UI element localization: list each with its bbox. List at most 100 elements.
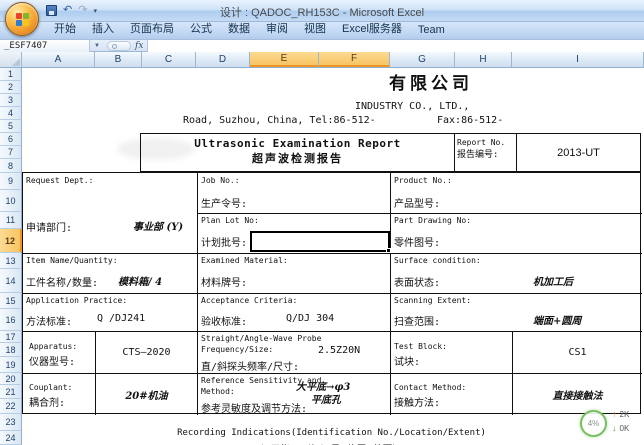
row-header-19[interactable]: 19 <box>0 357 22 373</box>
active-cell-selection[interactable] <box>250 231 391 253</box>
row-header-13[interactable]: 13 <box>0 253 22 269</box>
tab-view[interactable]: 视图 <box>304 23 326 35</box>
product-no-label-cn: 产品型号: <box>394 199 441 210</box>
contact-method-label-en: Contact Method: <box>394 383 467 392</box>
row-header-17[interactable]: 17 <box>0 331 22 343</box>
field-application-practice[interactable]: Application Practice: 方法标准: Q /DJ241 <box>23 294 198 332</box>
column-header-i[interactable]: I <box>512 52 644 67</box>
row-header-1[interactable]: 1 <box>0 68 22 81</box>
insert-function-button[interactable] <box>107 40 131 51</box>
field-couplant-label[interactable]: Couplant: 耦合剂: <box>23 374 96 415</box>
tab-excel-server[interactable]: Excel服务器 <box>342 23 402 35</box>
column-header-b[interactable]: B <box>95 52 142 67</box>
tab-data[interactable]: 数据 <box>228 23 250 35</box>
row-header-22[interactable]: 22 <box>0 399 22 414</box>
column-header-c[interactable]: C <box>142 52 196 67</box>
probe-label-cn: 直/斜探头频率/尺寸: <box>201 362 300 373</box>
row-header-9[interactable]: 9 <box>0 173 22 190</box>
report-no-value-cell[interactable]: 2013-UT <box>517 134 640 171</box>
field-product-no[interactable]: Product No.: 产品型号: <box>391 173 642 214</box>
office-button[interactable] <box>5 2 39 36</box>
row-header-5[interactable]: 5 <box>0 120 22 133</box>
row-header-2[interactable]: 2 <box>0 81 22 94</box>
column-header-f[interactable]: F <box>319 52 390 67</box>
field-couplant-value[interactable]: 20#机油 <box>96 374 198 415</box>
net-speed-percent-badge[interactable]: 4% <box>580 410 607 437</box>
field-probe[interactable]: Straight/Angle-Wave Probe Frequency/Size… <box>198 332 391 374</box>
save-icon[interactable] <box>46 5 57 16</box>
window-title: 设计 : QADOC_RH153C - Microsoft Excel <box>219 7 425 19</box>
name-box[interactable]: _ESF7407 <box>0 39 90 52</box>
field-plan-lot-no[interactable]: Plan Lot No: 计划批号: <box>198 214 391 254</box>
field-job-no[interactable]: Job No.: 生产令号: <box>198 173 391 214</box>
field-scanning-extent[interactable]: Scanning Extent: 扫查范围: 端面+圆周 <box>391 294 642 332</box>
examined-material-label-cn: 材料牌号: <box>201 278 248 289</box>
name-box-dropdown-icon[interactable]: ▼ <box>94 42 100 49</box>
row-header-8[interactable]: 8 <box>0 159 22 173</box>
report-title-en: Ultrasonic Examination Report <box>194 137 401 150</box>
report-title-cell[interactable]: Ultrasonic Examination Report 超声波检测报告 <box>141 134 455 171</box>
row-header-4[interactable]: 4 <box>0 107 22 120</box>
row-header-24[interactable]: 24 <box>0 431 22 445</box>
row-header-15[interactable]: 15 <box>0 293 22 309</box>
formula-input[interactable] <box>147 39 644 52</box>
qat-dropdown-icon[interactable]: ▾ <box>93 7 97 15</box>
net-speed-overlay[interactable]: 4% ↑ 2K ↓ 0K <box>570 404 644 445</box>
row-header-11[interactable]: 11 <box>0 212 22 229</box>
field-item-name[interactable]: Item Name/Quantity: 工件名称/数量: 模料箱/ 4 <box>23 254 198 294</box>
column-header-h[interactable]: H <box>455 52 512 67</box>
tab-home[interactable]: 开始 <box>54 23 76 35</box>
field-contact-method-value[interactable]: 直接接触法 <box>513 374 642 415</box>
field-acceptance-criteria[interactable]: Acceptance Criteria: 验收标准: Q/DJ 304 <box>198 294 391 332</box>
undo-icon[interactable]: ↶ <box>63 4 73 16</box>
row-header-7[interactable]: 7 <box>0 146 22 159</box>
field-apparatus-value[interactable]: CTS—2020 <box>96 332 198 374</box>
column-header-g[interactable]: G <box>390 52 455 67</box>
row-header-21[interactable]: 21 <box>0 385 22 399</box>
tab-formulas[interactable]: 公式 <box>190 23 212 35</box>
row-header-14[interactable]: 14 <box>0 269 22 293</box>
fill-handle[interactable] <box>386 248 391 253</box>
row-header-10[interactable]: 10 <box>0 190 22 212</box>
column-header-d[interactable]: D <box>196 52 250 67</box>
examined-material-label-en: Examined Material: <box>201 256 288 265</box>
row-header-23[interactable]: 23 <box>0 414 22 431</box>
report-no-label-cell[interactable]: Report No. 报告编号: <box>455 134 517 171</box>
field-surface-condition[interactable]: Surface condition: 表面状态: 机加工后 <box>391 254 642 294</box>
row-header-6[interactable]: 6 <box>0 133 22 146</box>
scanning-extent-label-en: Scanning Extent: <box>394 296 472 305</box>
row-header-18[interactable]: 18 <box>0 343 22 357</box>
field-request-dept[interactable]: Request Dept.: 申请部门: 事业部 (Y) <box>23 173 198 254</box>
report-no-label-en: Report No. <box>457 138 506 147</box>
field-contact-method-label[interactable]: Contact Method: 接触方法: <box>391 374 513 415</box>
column-header-e[interactable]: E <box>250 52 319 67</box>
field-test-block-value[interactable]: CS1 <box>513 332 642 374</box>
row-header-16[interactable]: 16 <box>0 309 22 331</box>
row-header-20[interactable]: 20 <box>0 373 22 385</box>
company-name-cn: 有限公司 <box>389 74 473 94</box>
fx-icon[interactable]: fx <box>135 40 144 51</box>
field-test-block-label[interactable]: Test Block: 试块: <box>391 332 513 374</box>
field-part-drawing-no[interactable]: Part Drawing No: 零件图号: <box>391 214 642 254</box>
scanning-extent-label-cn: 扫查范围: <box>394 317 441 328</box>
row-header-12[interactable]: 12 <box>0 229 22 253</box>
tab-insert[interactable]: 插入 <box>92 23 114 35</box>
redo-icon[interactable]: ↷ <box>78 4 88 16</box>
field-reference-sensitivity[interactable]: Reference Sensitivity and Method: 参考灵敏度及… <box>198 374 391 415</box>
product-no-label-en: Product No.: <box>394 176 452 185</box>
couplant-value: 20#机油 <box>125 391 168 402</box>
formula-bar: _ESF7407 ▼ fx <box>0 39 644 52</box>
worksheet[interactable]: 有限公司 INDUSTRY CO., LTD., Road, Suzhou, C… <box>22 68 644 445</box>
field-apparatus-label[interactable]: Apparatus: 仪器型号: <box>23 332 96 374</box>
acceptance-criteria-value: Q/DJ 304 <box>286 313 335 324</box>
tab-team[interactable]: Team <box>417 24 445 36</box>
row-header-3[interactable]: 3 <box>0 94 22 107</box>
field-examined-material[interactable]: Examined Material: 材料牌号: <box>198 254 391 294</box>
tab-page-layout[interactable]: 页面布局 <box>130 23 174 35</box>
part-drawing-no-label-en: Part Drawing No: <box>394 216 472 225</box>
item-name-label-en: Item Name/Quantity: <box>26 256 118 265</box>
column-header-a[interactable]: A <box>22 52 95 67</box>
application-practice-value: Q /DJ241 <box>97 313 146 324</box>
select-all-corner[interactable] <box>0 52 22 67</box>
tab-review[interactable]: 审阅 <box>266 23 288 35</box>
